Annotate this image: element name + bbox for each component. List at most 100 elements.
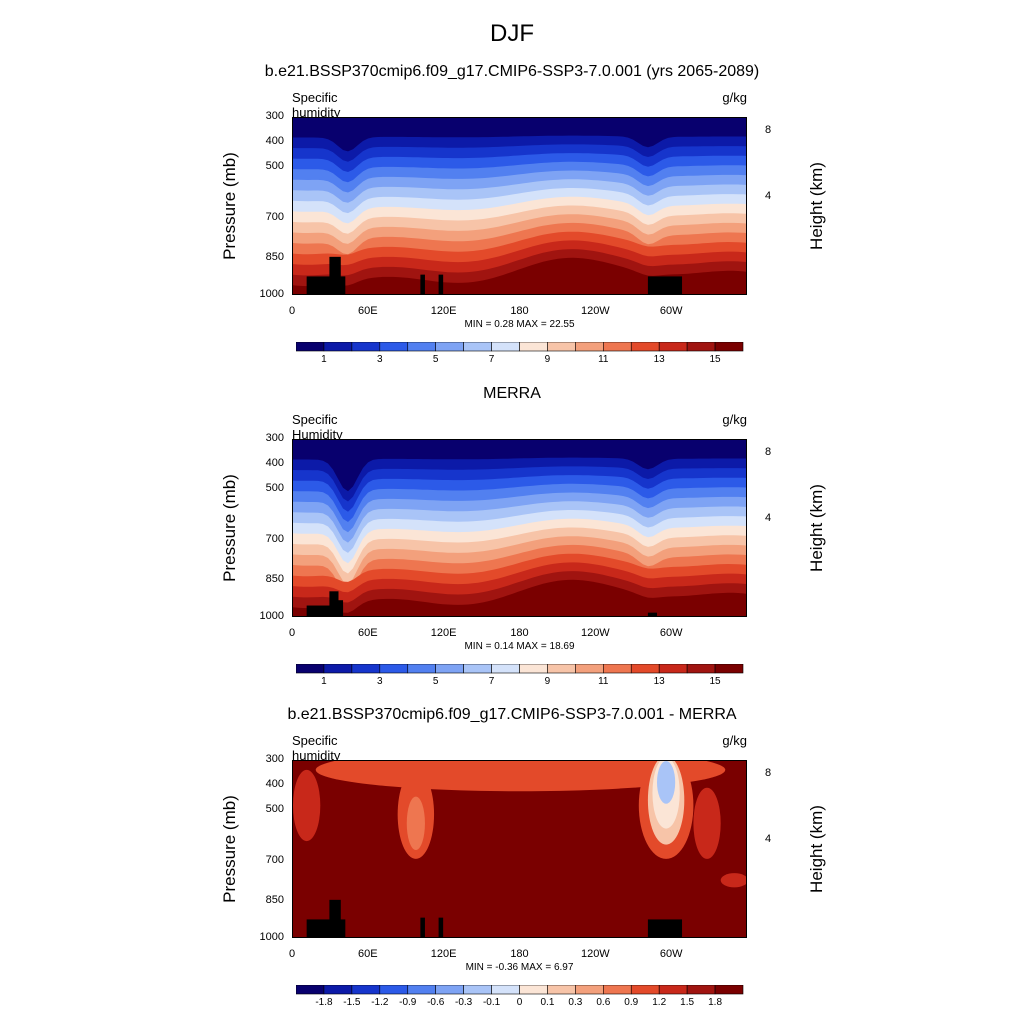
colorbar-label: 9 [544, 676, 551, 687]
colorbar-label: 1.5 [680, 997, 695, 1008]
colorbar-label: 11 [598, 354, 609, 365]
pressure-tick-label: 300 [265, 753, 284, 765]
terrain-mask-4 [647, 276, 683, 294]
terrain-mask-1 [329, 899, 341, 937]
pressure-tick-label: 1000 [259, 931, 284, 943]
colorbar-label: -0.9 [399, 997, 417, 1008]
terrain-mask-2 [336, 600, 344, 616]
colorbar-swatch [296, 985, 325, 995]
colorbar-label: -1.5 [343, 997, 361, 1008]
colorbar-swatch [323, 985, 353, 995]
pressure-tick-label: 500 [265, 802, 284, 815]
colorbar-swatch [547, 985, 576, 995]
colorbar-swatch [519, 342, 548, 352]
colorbar [296, 664, 744, 674]
colorbar-swatch [407, 664, 436, 674]
contour-band-15 [293, 257, 746, 294]
longitude-tick-label: 180 [510, 627, 529, 639]
units-label: g/kg [722, 412, 747, 427]
pressure-tick-label: 400 [265, 134, 284, 147]
longitude-tick-label: 60E [358, 948, 378, 960]
colorbar-label: 7 [488, 676, 495, 687]
colorbar-label: 0.6 [596, 997, 611, 1008]
colorbar-swatch [575, 664, 604, 674]
longitude-tick-label: 120E [430, 305, 457, 317]
contour-svg [293, 440, 746, 616]
longitude-tick-label: 0 [288, 948, 296, 960]
height-tick-label: 8 [765, 446, 772, 459]
colorbar-label: 1 [321, 354, 327, 365]
pressure-tick-label: 1000 [259, 610, 284, 622]
colorbar-swatch [686, 342, 716, 352]
variable-label: Specific humidity [292, 90, 341, 120]
longitude-tick-label: 60W [659, 948, 683, 960]
colorbar-label: 15 [709, 676, 721, 687]
colorbar-label: 15 [709, 354, 721, 365]
pressure-tick-label: 700 [265, 211, 284, 224]
colorbar-swatch [519, 985, 548, 995]
longitude-tick-label: 0 [288, 627, 296, 639]
pressure-tick-label: 700 [265, 533, 284, 546]
longitude-tick-label: 0 [288, 305, 296, 317]
contour-blob-3 [293, 769, 321, 842]
colorbar-swatch [686, 664, 716, 674]
longitude-tick-label: 180 [510, 305, 529, 317]
colorbar-label: -0.1 [482, 997, 501, 1008]
colorbar-swatch [603, 985, 632, 995]
longitude-tick-label: 60W [659, 305, 683, 317]
longitude-tick-label: 120E [430, 627, 457, 639]
colorbar-swatch [351, 342, 381, 352]
terrain-mask-2 [420, 917, 425, 937]
colorbar-swatch [463, 664, 492, 674]
y2-axis-label: Height (km) [807, 162, 826, 250]
units-label: g/kg [722, 733, 747, 748]
colorbar-swatch [379, 985, 409, 995]
longitude-tick-label: 60E [358, 305, 378, 317]
contour-blob-7 [657, 761, 676, 804]
main-title: DJF [490, 20, 534, 47]
colorbar-label: -1.2 [371, 997, 389, 1008]
colorbar-label: 13 [653, 354, 665, 365]
colorbar-label: 3 [377, 676, 383, 687]
colorbar-swatch [575, 342, 604, 352]
colorbar-swatch [296, 342, 325, 352]
colorbar-swatch [435, 342, 464, 352]
terrain-mask-3 [438, 917, 444, 937]
colorbar-swatch [547, 664, 576, 674]
variable-label: Specific Humidity [292, 412, 343, 442]
colorbar-swatch [714, 664, 744, 674]
colorbar-swatch [603, 342, 632, 352]
pressure-tick-label: 300 [265, 110, 284, 122]
longitude-tick-label: 120W [580, 948, 610, 960]
height-tick-label: 4 [765, 190, 772, 203]
colorbar-swatch [379, 664, 409, 674]
colorbar-swatch [351, 985, 381, 995]
colorbar-label: 1.2 [652, 997, 667, 1008]
terrain-mask-3 [647, 612, 657, 616]
y2-axis-label: Height (km) [807, 805, 826, 893]
longitude-tick-label: 120W [580, 627, 610, 639]
variable-label: Specific humidity [292, 733, 341, 763]
colorbar-swatch [435, 664, 464, 674]
colorbar-swatch [658, 985, 688, 995]
terrain-mask-1 [329, 591, 339, 616]
y-axis-label: Pressure (mb) [220, 795, 239, 903]
panel-title: MERRA [483, 385, 541, 402]
contour-plot [292, 117, 747, 295]
colorbar-swatch [463, 985, 492, 995]
colorbar-swatch [351, 664, 381, 674]
colorbar-swatch [603, 664, 632, 674]
colorbar-label: -0.6 [427, 997, 445, 1008]
contour-svg [293, 761, 746, 937]
contour-svg [293, 118, 746, 294]
colorbar-swatch [519, 664, 548, 674]
colorbar-swatch [630, 985, 660, 995]
colorbar-swatch [714, 342, 744, 352]
pressure-tick-label: 500 [265, 481, 284, 494]
colorbar-label: 9 [544, 354, 551, 365]
colorbar [296, 342, 744, 352]
colorbar-swatch [323, 342, 353, 352]
height-tick-label: 8 [765, 124, 772, 137]
terrain-mask-1 [329, 256, 341, 294]
colorbar-swatch [379, 342, 409, 352]
